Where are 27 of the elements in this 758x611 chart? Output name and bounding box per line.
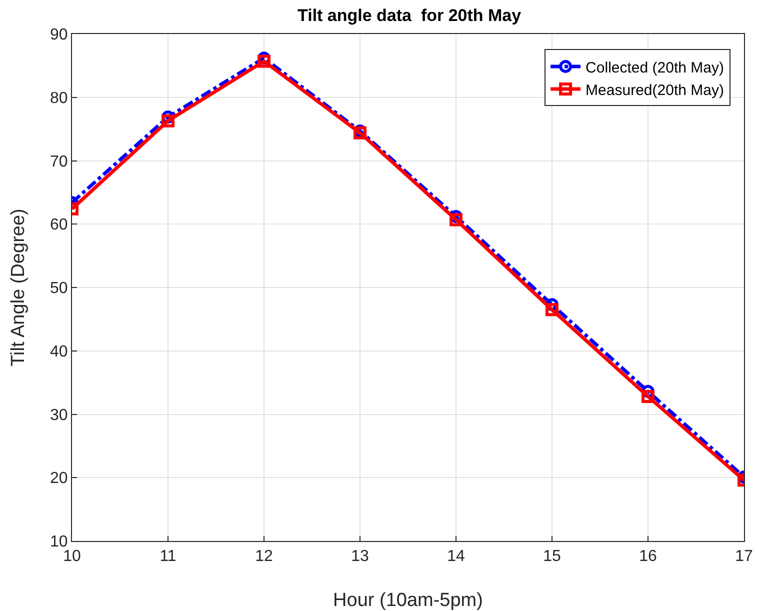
y-axis-title: Tilt Angle (Degree) bbox=[8, 208, 29, 366]
point bbox=[258, 54, 270, 68]
x-tick-label: 15 bbox=[543, 548, 561, 566]
x-tick-label: 11 bbox=[160, 548, 176, 566]
x-tick-label: 14 bbox=[447, 548, 465, 566]
y-tick-label: 50 bbox=[50, 280, 68, 298]
x-tick-label: 16 bbox=[639, 548, 657, 566]
x-axis-title: Hour (10am-5pm) bbox=[333, 590, 483, 611]
x-tick-label: 13 bbox=[351, 548, 369, 566]
point bbox=[162, 114, 174, 128]
point bbox=[450, 213, 462, 226]
y-tick-label: 40 bbox=[50, 343, 68, 360]
point bbox=[546, 303, 558, 316]
y-tick-label: 10 bbox=[50, 534, 68, 551]
legend-label: Measured(20th May) bbox=[586, 82, 724, 99]
y-tick-label: 80 bbox=[50, 90, 68, 107]
x-tick-label: 10 bbox=[63, 548, 81, 566]
y-tick-label: 60 bbox=[50, 216, 68, 234]
chart-title: Tilt angle data for 20th May bbox=[298, 6, 522, 26]
x-tick-label: 12 bbox=[255, 548, 273, 566]
y-tick-label: 20 bbox=[50, 470, 68, 488]
point bbox=[642, 390, 654, 404]
legend-label: Collected (20th May) bbox=[586, 59, 724, 76]
y-tick-label: 30 bbox=[50, 406, 68, 424]
y-tick-label: 90 bbox=[50, 26, 68, 44]
x-tick-label: 17 bbox=[735, 548, 753, 566]
y-tick-label: 70 bbox=[50, 153, 68, 170]
